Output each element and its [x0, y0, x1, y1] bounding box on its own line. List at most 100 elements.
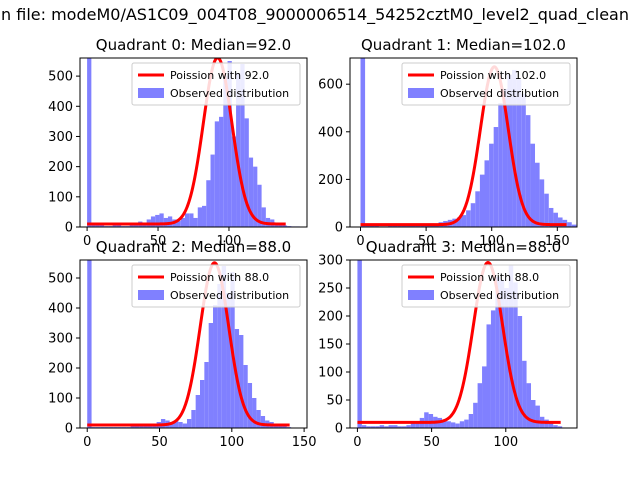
histogram-bar [401, 426, 407, 428]
y-tick-label: 300 [318, 254, 343, 269]
histogram-bar [498, 103, 503, 227]
histogram-bar [557, 217, 563, 227]
histogram-bar [147, 425, 153, 428]
histogram-bar [466, 210, 471, 227]
histogram-bar [219, 116, 224, 227]
histogram-bar [446, 421, 451, 428]
histogram-bar [553, 212, 558, 227]
x-tick-label: 0 [353, 435, 361, 450]
histogram-bar [278, 426, 283, 428]
histogram-bar [450, 422, 456, 428]
histogram-bar [374, 225, 379, 227]
histogram-bar [535, 405, 540, 428]
quadrant-panel-3: 0 50 100 0 50 100 150 200 250 300 Quadrant 3: Medi… [318, 238, 578, 450]
histogram-bar [252, 398, 257, 428]
histogram-bar [261, 207, 266, 227]
histogram-bar [420, 225, 425, 227]
legend-poisson-label: Poission with 88.0 [440, 271, 539, 284]
quadrant-panel-2: 0 50 100 150 0 100 200 300 400 500 Quadrant 2: Med… [48, 238, 316, 450]
histogram-bar [178, 422, 183, 428]
y-tick-label: 200 [318, 310, 343, 325]
histogram-bar [155, 214, 160, 227]
histogram-bar [489, 143, 494, 227]
y-tick-label: 150 [318, 338, 343, 353]
figure-title: n file: modeM0/AS1C09_004T08_9000006514_… [1, 5, 629, 25]
histogram-bar [410, 423, 416, 428]
x-tick-label: 100 [493, 435, 518, 450]
histogram-bar [499, 279, 505, 428]
histogram-bar [273, 425, 279, 428]
histogram-bar [208, 323, 214, 428]
histogram-bar [406, 425, 411, 428]
histogram-bar [189, 213, 194, 227]
legend: Poission with 92.0 Observed distribution [131, 62, 301, 106]
histogram-bar [401, 225, 407, 227]
histogram-bar [384, 426, 389, 428]
histogram-bar [236, 73, 241, 227]
legend: Poission with 88.0 Observed distribution [401, 264, 571, 308]
histogram-bar [397, 225, 402, 227]
histogram-bar [112, 225, 117, 227]
histogram-bar [197, 207, 203, 227]
legend-poisson-label: Poission with 88.0 [170, 271, 269, 284]
legend-observed-swatch [408, 290, 434, 300]
legend-box [401, 264, 571, 308]
poisson-curve [87, 261, 290, 427]
histogram-bar [392, 225, 398, 227]
y-tick-label: 250 [318, 282, 343, 297]
histogram-bar [525, 115, 531, 227]
histogram-bar [526, 383, 532, 428]
histogram-bar [415, 225, 421, 227]
histogram-bar [248, 157, 254, 227]
y-tick-label: 200 [318, 173, 343, 188]
histogram-bar [240, 64, 245, 227]
histogram-bar [571, 224, 577, 227]
histogram-bar [130, 426, 135, 428]
histogram-bar [530, 143, 536, 227]
x-tick-label: 50 [418, 234, 435, 249]
histogram-bar [214, 121, 220, 227]
axes-frame [79, 259, 308, 429]
y-tick-label: 300 [48, 130, 73, 145]
histogram-bar [227, 61, 232, 227]
legend-observed-label: Observed distribution [170, 289, 289, 302]
y-tick-label: 500 [48, 272, 73, 287]
histogram-bar [159, 213, 164, 227]
histogram-bar [456, 217, 462, 227]
histogram-bar [223, 76, 228, 227]
histogram-bar [180, 217, 185, 227]
histogram-bar [184, 213, 190, 227]
histogram-bar [557, 426, 563, 428]
histogram-bar [253, 166, 258, 227]
histogram-bar [87, 260, 92, 428]
histogram-bar [91, 225, 96, 227]
histogram-bar [441, 419, 447, 428]
histogram-bar [516, 79, 522, 227]
x-tick-label: 100 [479, 234, 504, 249]
histogram-bar [522, 360, 527, 428]
y-tick-label: 400 [48, 302, 73, 317]
histogram-bar [459, 421, 465, 428]
legend-poisson-label: Poission with 92.0 [170, 69, 269, 82]
plot-area [87, 260, 292, 428]
quadrant-title: Quadrant 1: Median=102.0 [361, 36, 566, 54]
histogram-bar [176, 220, 181, 227]
histogram-bar [200, 380, 205, 428]
histogram-bar [379, 425, 385, 428]
histogram-bar [150, 216, 156, 227]
histogram-bar [521, 93, 526, 227]
plot-area [357, 260, 563, 428]
legend: Poission with 88.0 Observed distribution [131, 264, 301, 308]
axes-frame [79, 57, 308, 228]
histogram-bar [470, 203, 476, 227]
histogram-bar [461, 215, 467, 227]
y-tick-label: 300 [48, 332, 73, 347]
histogram-bar [169, 422, 174, 428]
histogram-bar [479, 174, 485, 227]
y-tick-label: 400 [48, 100, 73, 115]
quadrant-panel-0: 0 50 100 0 100 200 300 400 500 Quadrant 0: Median… [48, 36, 308, 249]
histogram-bar [548, 422, 554, 428]
histogram-bar [278, 223, 283, 227]
